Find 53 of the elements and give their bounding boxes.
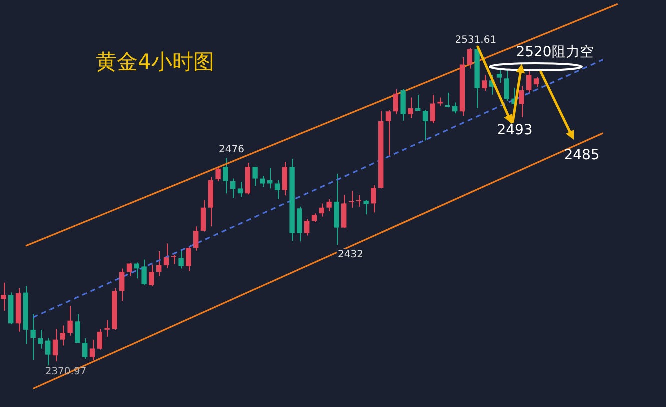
candlestick (156, 251, 162, 277)
annotation: 2531.61 (455, 34, 497, 46)
candlestick (30, 314, 36, 360)
candlestick (68, 306, 73, 336)
candlestick (60, 325, 66, 346)
candlestick (38, 329, 44, 350)
candlestick (400, 89, 406, 122)
candlestick (104, 320, 110, 338)
candlestick (1, 282, 6, 312)
candlestick (142, 259, 147, 286)
candlestick (274, 180, 280, 200)
candlestick (356, 194, 362, 208)
candlestick (149, 264, 154, 287)
candlestick (430, 94, 436, 124)
candlestick (252, 166, 258, 187)
candlestick (445, 92, 450, 108)
candlestick (326, 199, 332, 212)
candlestick (82, 338, 88, 360)
candlestick (304, 218, 310, 236)
candlestick (200, 200, 206, 232)
annotation: 2485 (564, 148, 600, 164)
annotation: 2476 (218, 144, 244, 156)
candlestick (194, 226, 199, 252)
candlestick (393, 89, 398, 115)
candlestick (171, 254, 176, 265)
candlestick (282, 162, 288, 196)
candlestick (216, 166, 221, 182)
candlestick (120, 268, 125, 302)
candlestick (416, 94, 421, 112)
candlestick (422, 110, 428, 142)
text: 黄金4小时图 (96, 49, 214, 76)
candlestick (126, 262, 132, 277)
candlestick (90, 339, 96, 362)
candlestick (178, 250, 184, 270)
candlestick (186, 247, 192, 272)
candlestick (223, 158, 228, 194)
candlestick (75, 314, 80, 344)
candlestick (408, 97, 414, 119)
annotation: 2432 (338, 250, 364, 261)
candlestick (386, 110, 392, 158)
candlestick (364, 200, 369, 216)
candlestick (260, 176, 266, 188)
candlestick (467, 48, 472, 70)
candlestick (164, 243, 170, 269)
candlestick (319, 203, 324, 218)
candlestick (46, 338, 51, 366)
candlestick (371, 184, 376, 214)
candlestick (238, 182, 244, 198)
candlestick (348, 190, 354, 208)
candlestick (52, 328, 58, 362)
candlestick (97, 328, 102, 350)
candlestick (230, 178, 236, 198)
candlestick (452, 102, 458, 114)
